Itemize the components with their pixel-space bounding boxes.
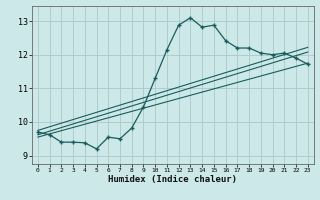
X-axis label: Humidex (Indice chaleur): Humidex (Indice chaleur)	[108, 175, 237, 184]
